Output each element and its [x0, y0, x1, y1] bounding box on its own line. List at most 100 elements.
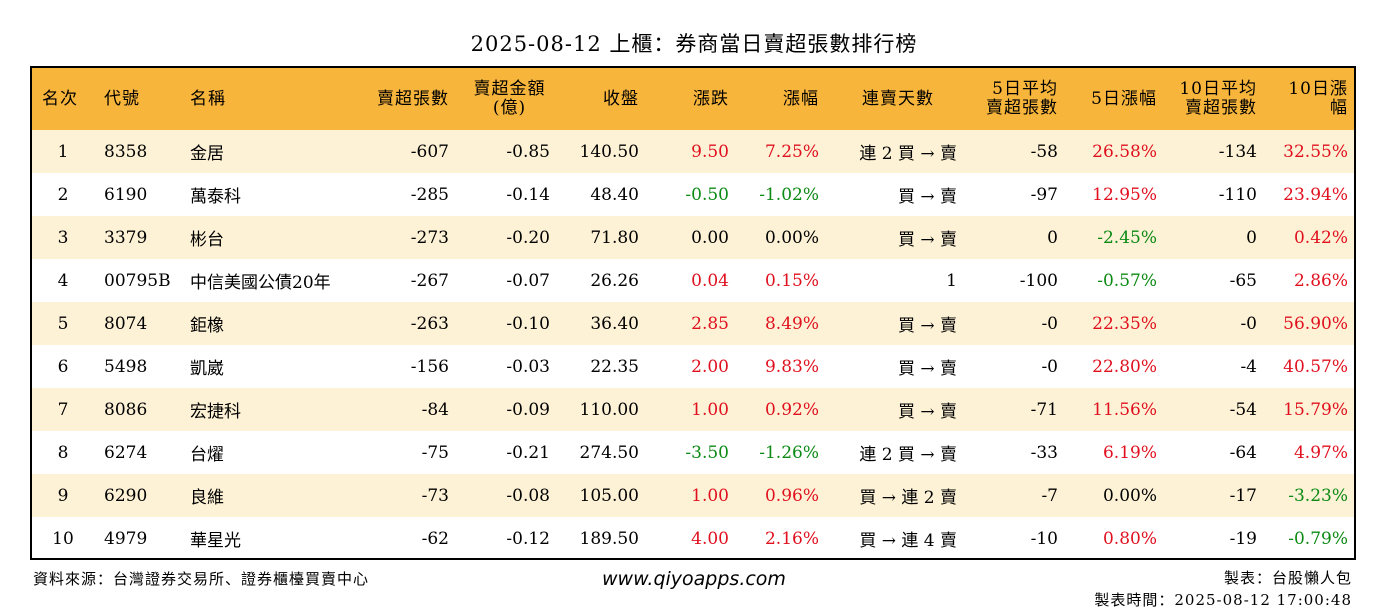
cell-pct5: 26.58%: [1068, 130, 1167, 173]
cell-close: 71.80: [560, 216, 649, 259]
cell-net-sell: -84: [360, 388, 459, 431]
cell-name: 金居: [180, 130, 360, 173]
cell-streak: 買 → 連 2 賣: [829, 474, 967, 517]
cell-pct10: 56.90%: [1267, 302, 1354, 345]
table-header-row: 名次 代號 名稱 賣超張數 賣超金額 (億) 收盤 漲跌 漲幅 連賣天數 5日平…: [32, 68, 1354, 130]
cell-pct10: -3.23%: [1267, 474, 1354, 517]
cell-amount: -0.07: [459, 259, 560, 302]
cell-streak: 連 2 買 → 賣: [829, 431, 967, 474]
header-avg10-line2: 賣超張數: [1185, 98, 1257, 118]
header-avg5: 5日平均 賣超張數: [967, 68, 1068, 130]
cell-amount: -0.08: [459, 474, 560, 517]
cell-name: 台燿: [180, 431, 360, 474]
cell-pct10: 23.94%: [1267, 173, 1354, 216]
cell-change-pct: 8.49%: [739, 302, 829, 345]
cell-avg10: -4: [1167, 345, 1267, 388]
cell-streak: 買 → 賣: [829, 345, 967, 388]
website-link[interactable]: www.qiyoapps.com: [602, 568, 786, 590]
cell-name: 宏捷科: [180, 388, 360, 431]
cell-avg10: -110: [1167, 173, 1267, 216]
cell-streak: 1: [829, 259, 967, 302]
cell-pct5: 22.80%: [1068, 345, 1167, 388]
cell-rank: 9: [32, 474, 94, 517]
cell-close: 36.40: [560, 302, 649, 345]
author-credit: 製表：台股懶人包: [1223, 569, 1352, 587]
cell-code: 00795B: [94, 259, 180, 302]
table-row: 6 5498 凱崴 -156 -0.03 22.35 2.00 9.83% 買 → 賣 -0 22.…: [32, 345, 1354, 388]
cell-name: 中信美國公債20年: [180, 259, 360, 302]
cell-avg10: -19: [1167, 517, 1267, 558]
header-amount: 賣超金額 (億): [459, 68, 560, 130]
header-name: 名稱: [180, 68, 360, 130]
cell-change-pct: 9.83%: [739, 345, 829, 388]
header-amount-line2: (億): [492, 98, 527, 118]
cell-amount: -0.09: [459, 388, 560, 431]
cell-avg10: -0: [1167, 302, 1267, 345]
cell-avg5: -0: [967, 302, 1068, 345]
cell-amount: -0.14: [459, 173, 560, 216]
header-change-pct: 漲幅: [739, 68, 829, 130]
header-rank: 名次: [32, 68, 94, 130]
cell-change: 4.00: [649, 517, 739, 558]
cell-pct10: 4.97%: [1267, 431, 1354, 474]
cell-streak: 買 → 賣: [829, 173, 967, 216]
cell-pct10: -0.79%: [1267, 517, 1354, 558]
cell-code: 6274: [94, 431, 180, 474]
cell-avg5: -0: [967, 345, 1068, 388]
cell-net-sell: -156: [360, 345, 459, 388]
cell-amount: -0.12: [459, 517, 560, 558]
cell-close: 140.50: [560, 130, 649, 173]
cell-avg5: -71: [967, 388, 1068, 431]
made-time: 製表時間：2025-08-12 17:00:48: [1094, 591, 1352, 609]
cell-pct5: -0.57%: [1068, 259, 1167, 302]
cell-rank: 4: [32, 259, 94, 302]
cell-change-pct: -1.26%: [739, 431, 829, 474]
cell-avg10: -17: [1167, 474, 1267, 517]
cell-amount: -0.20: [459, 216, 560, 259]
cell-amount: -0.10: [459, 302, 560, 345]
cell-pct10: 2.86%: [1267, 259, 1354, 302]
header-avg5-line2: 賣超張數: [986, 98, 1058, 118]
cell-avg10: -134: [1167, 130, 1267, 173]
cell-name: 彬台: [180, 216, 360, 259]
header-pct5: 5日漲幅: [1068, 68, 1167, 130]
cell-code: 6290: [94, 474, 180, 517]
cell-amount: -0.85: [459, 130, 560, 173]
cell-name: 華星光: [180, 517, 360, 558]
header-close: 收盤: [560, 68, 649, 130]
cell-avg5: -100: [967, 259, 1068, 302]
header-avg5-line1: 5日平均: [992, 79, 1058, 99]
cell-name: 鉅橡: [180, 302, 360, 345]
cell-change: 9.50: [649, 130, 739, 173]
table-row: 7 8086 宏捷科 -84 -0.09 110.00 1.00 0.92% 買 → 賣 -71 1…: [32, 388, 1354, 431]
header-streak: 連賣天數: [829, 68, 967, 130]
cell-avg10: -64: [1167, 431, 1267, 474]
ranking-table: 名次 代號 名稱 賣超張數 賣超金額 (億) 收盤 漲跌 漲幅 連賣天數 5日平…: [30, 66, 1356, 560]
cell-avg10: -54: [1167, 388, 1267, 431]
cell-net-sell: -75: [360, 431, 459, 474]
cell-rank: 7: [32, 388, 94, 431]
cell-close: 274.50: [560, 431, 649, 474]
cell-streak: 買 → 賣: [829, 216, 967, 259]
data-source: 資料來源：台灣證券交易所、證券櫃檯買賣中心: [33, 570, 370, 588]
cell-pct5: 11.56%: [1068, 388, 1167, 431]
cell-streak: 買 → 賣: [829, 388, 967, 431]
cell-pct10: 40.57%: [1267, 345, 1354, 388]
page-title: 2025-08-12 上櫃：券商當日賣超張數排行榜: [470, 32, 918, 56]
header-amount-line1: 賣超金額: [473, 79, 546, 99]
cell-streak: 連 2 買 → 賣: [829, 130, 967, 173]
cell-change-pct: 0.15%: [739, 259, 829, 302]
cell-close: 189.50: [560, 517, 649, 558]
cell-pct5: 0.00%: [1068, 474, 1167, 517]
cell-net-sell: -607: [360, 130, 459, 173]
ranking-table-grid: 名次 代號 名稱 賣超張數 賣超金額 (億) 收盤 漲跌 漲幅 連賣天數 5日平…: [32, 68, 1354, 558]
cell-change-pct: 0.96%: [739, 474, 829, 517]
header-change: 漲跌: [649, 68, 739, 130]
table-row: 1 8358 金居 -607 -0.85 140.50 9.50 7.25% 連 2 買 → 賣…: [32, 130, 1354, 173]
header-pct10: 10日漲幅: [1267, 68, 1354, 130]
cell-change: 0.00: [649, 216, 739, 259]
cell-change: 1.00: [649, 388, 739, 431]
cell-amount: -0.03: [459, 345, 560, 388]
cell-pct5: -2.45%: [1068, 216, 1167, 259]
cell-net-sell: -273: [360, 216, 459, 259]
